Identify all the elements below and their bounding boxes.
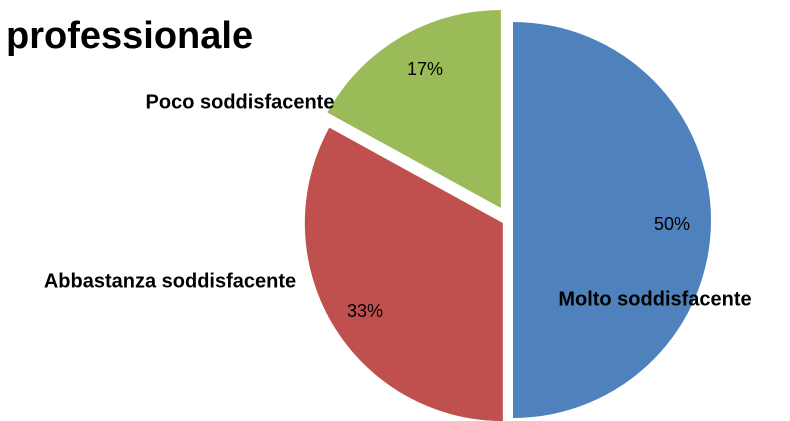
slice-value-label: 17%: [407, 59, 443, 79]
slice-value-label: 33%: [347, 301, 383, 321]
slice-category-label: Abbastanza soddisfacente: [44, 270, 296, 292]
slice-category-label: Poco soddisfacente: [146, 91, 335, 113]
pie-slice: [513, 22, 711, 418]
pie-slice: [327, 9, 501, 208]
pie-slice: [304, 127, 503, 421]
chart-title: professionale: [6, 15, 253, 57]
slice-value-label: 50%: [654, 214, 690, 234]
slice-category-label: Molto soddisfacente: [558, 288, 751, 310]
